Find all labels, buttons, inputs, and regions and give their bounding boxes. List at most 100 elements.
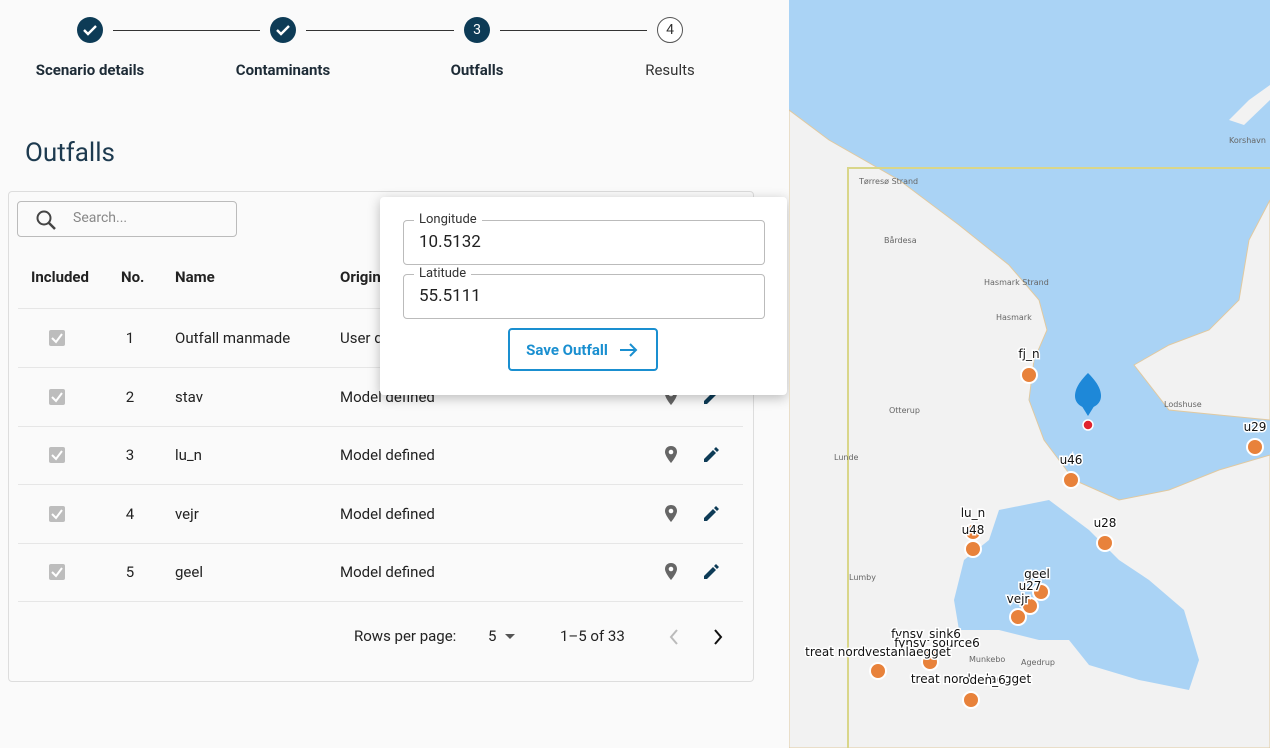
place-label: Lumby [849, 573, 876, 582]
locate-icon[interactable] [664, 562, 678, 586]
outfall-marker [1096, 534, 1114, 552]
row-name: vejr [175, 504, 199, 523]
marker-label: treat nordvestanlaegget [805, 645, 951, 659]
check-icon [51, 391, 63, 403]
column-header: Name [175, 268, 215, 286]
place-label: Hasmark [996, 313, 1032, 322]
pencil-icon [704, 388, 719, 404]
included-checkbox[interactable] [49, 388, 65, 405]
included-checkbox[interactable] [49, 330, 65, 346]
marker-label: treat nordenlaegget [911, 672, 1032, 686]
marker-label: u28 [1094, 516, 1117, 530]
rows-per-page-label: Rows per page: [354, 627, 457, 645]
marker-label: oden_6 [962, 673, 1006, 687]
included-checkbox[interactable] [49, 505, 65, 522]
latitude-value: 55.5111 [419, 286, 481, 306]
land [1133, 199, 1270, 421]
marker-label: lu_n [961, 506, 986, 520]
outfall-marker [1009, 608, 1027, 626]
map[interactable]: Tørresø Strand Bårdesa Hasmark Strand Hasma… [789, 0, 1270, 748]
row-origin: Model defined [340, 446, 435, 464]
marker-label: fynsv_sink6 [891, 627, 961, 641]
place-label: Bårdesa [884, 235, 917, 245]
place-label: Hasmark Strand [984, 278, 1049, 287]
page-heading: Outfalls [25, 138, 115, 168]
row-number: 1 [125, 329, 135, 347]
place-label: Korshavn [1229, 136, 1266, 145]
check-icon [276, 25, 290, 36]
outfall-marker [1021, 597, 1039, 615]
pencil-icon [704, 447, 719, 462]
locate-icon[interactable] [664, 445, 678, 469]
step-circle [270, 17, 296, 43]
pin-icon [665, 504, 677, 522]
marker-label: u46 [1060, 453, 1083, 467]
check-icon [51, 567, 63, 578]
marker-label: geel [1024, 567, 1050, 581]
locate-icon[interactable] [664, 504, 678, 528]
column-header: Included [31, 268, 89, 286]
row-divider [18, 484, 743, 485]
step-label: Scenario details [35, 61, 145, 79]
step-connector [500, 30, 647, 31]
row-origin: Model defined [340, 563, 435, 581]
edit-icon[interactable] [702, 388, 720, 410]
search-box[interactable]: Search... [17, 201, 237, 237]
pin-icon [665, 563, 677, 580]
included-checkbox[interactable] [49, 564, 65, 580]
land [1229, 85, 1270, 125]
edit-icon[interactable] [702, 446, 720, 468]
check-icon [51, 508, 63, 520]
longitude-field[interactable]: Longitude 10.5132 [403, 212, 765, 265]
step-label: Results [645, 61, 695, 79]
row-number: 2 [125, 387, 135, 406]
edit-icon[interactable] [702, 505, 720, 527]
check-icon [83, 25, 97, 36]
step-circle: 4 [657, 17, 683, 43]
coordinate-popup: Longitude 10.5132 Latitude 55.5111 Save … [380, 197, 787, 395]
step-connector [113, 30, 260, 31]
place-label: Tørresø Strand [858, 177, 918, 186]
step-connector [306, 30, 454, 31]
row-name: lu_n [175, 446, 202, 464]
outfall-marker [1020, 366, 1038, 384]
place-label: Agedrup [1021, 658, 1055, 667]
step-circle [77, 17, 103, 43]
page-range: 1–5 of 33 [560, 627, 625, 645]
step-label: Contaminants [235, 61, 331, 79]
marker-label: vejr [1007, 592, 1030, 606]
row-number: 4 [125, 504, 135, 523]
column-header: No. [121, 268, 145, 286]
page-nav[interactable] [665, 627, 735, 647]
rows-per-page[interactable]: 5 [488, 627, 497, 645]
step-label: Outfalls [450, 61, 504, 79]
outfall-marker [869, 662, 887, 680]
save-button[interactable]: Save Outfall [508, 328, 658, 371]
outfall-marker [1062, 471, 1080, 489]
marker-label: u27 [1019, 579, 1042, 593]
row-divider [18, 601, 743, 602]
outfall-marker [962, 691, 980, 709]
row-origin: Model defined [340, 504, 435, 523]
latitude-field[interactable]: Latitude 55.5111 [403, 266, 765, 319]
domain-boundary [847, 167, 1270, 748]
check-icon [51, 450, 63, 461]
latitude-label: Latitude [414, 266, 472, 281]
marker-label: fynsv_source6 [894, 636, 980, 650]
row-name: stav [175, 387, 203, 406]
included-checkbox[interactable] [49, 447, 65, 463]
place-label: Otterup [889, 406, 920, 415]
outfall-marker [1246, 438, 1264, 456]
search-placeholder: Search... [73, 210, 128, 226]
pin-icon [665, 446, 677, 463]
edit-icon[interactable] [702, 563, 720, 585]
pencil-icon [704, 505, 719, 521]
longitude-label: Longitude [414, 212, 482, 227]
place-label: Lunde [834, 453, 859, 462]
save-button-label: Save Outfall [526, 340, 608, 359]
row-number: 3 [125, 446, 135, 464]
pencil-icon [704, 564, 719, 579]
row-name: geel [175, 563, 203, 581]
check-icon [51, 333, 63, 344]
